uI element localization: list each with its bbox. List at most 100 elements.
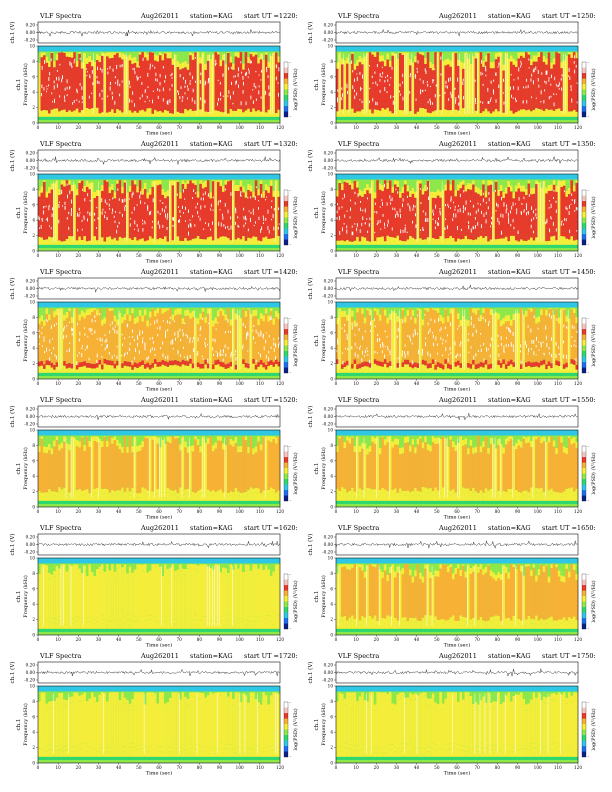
spectrum-cell [575, 111, 579, 117]
spectrum-cell [446, 238, 450, 245]
spectrum-cell [259, 236, 263, 242]
spectrum-cell [401, 186, 405, 193]
spectrum-hotspot [470, 228, 472, 233]
spectrum-cell [264, 184, 268, 191]
spectrum-cell [229, 179, 233, 181]
spectrum-cell [444, 179, 448, 185]
spectrum-cell [40, 232, 44, 238]
spectrum-cell [487, 116, 490, 120]
spectrum-cell [272, 51, 276, 53]
spectrum-hotspot [467, 212, 469, 216]
spectrum-cell [472, 119, 475, 123]
spectrum-cell [542, 174, 546, 180]
spectrum-cell [75, 108, 79, 117]
spectrum-cell [557, 116, 561, 120]
spectrum-cell [60, 116, 64, 120]
spectrum-hotspot [460, 228, 462, 232]
spectrum-cell [45, 110, 49, 117]
spectrum-cell [489, 61, 493, 69]
spectrum-cell [118, 236, 122, 245]
spectrum-cell [126, 314, 129, 362]
spectrum-cell [63, 372, 66, 376]
spectrum-cell [63, 46, 66, 52]
spectrum-cell [472, 110, 475, 117]
spectrum-cell [171, 302, 175, 308]
spectrum-cell [451, 174, 455, 180]
spectrum-hotspot [156, 327, 158, 329]
spectrum-cell [254, 232, 258, 237]
spectrum-cell [514, 51, 518, 61]
spectrogram-panel: VLF Spectra Aug262011 station=KAG start UT … [8, 266, 302, 393]
spectrum-cell [373, 56, 377, 105]
spectrum-hotspot [142, 228, 144, 232]
spectrum-cell [90, 368, 94, 373]
spectrum-cell [469, 239, 473, 245]
spectrum-cell [434, 198, 437, 235]
spectrum-cell [191, 174, 195, 180]
spectrum-hotspot [117, 79, 119, 83]
spectrum-cell [348, 184, 352, 237]
spectrum-cell [191, 59, 195, 107]
colorbar-swatch [284, 89, 288, 96]
spectrum-cell [343, 51, 347, 61]
spectrum-hotspot [336, 217, 338, 220]
spectrum-cell [353, 236, 357, 241]
spectrum-cell [214, 51, 218, 106]
spectrum-cell [547, 247, 551, 251]
spectrum-hotspot [231, 81, 232, 85]
spectrum-cell [239, 116, 243, 120]
spectrum-cell [55, 375, 59, 379]
spectrum-cell [73, 184, 76, 191]
spectrum-hotspot [167, 101, 169, 105]
spectrum-hotspot [273, 226, 275, 231]
spectrogram-svg: VLF Spectra Aug262011 station=KAG start UT … [307, 12, 600, 137]
spectrum-cell [353, 180, 357, 237]
spectrum-cell [214, 234, 218, 240]
spectrum-cell [166, 174, 170, 180]
spectrum-cell [171, 365, 175, 373]
colorbar-swatch [284, 239, 288, 246]
x-tick-label: 20 [374, 125, 380, 130]
spectrum-cell [159, 110, 162, 117]
spectrum-cell [232, 239, 235, 245]
spectrum-cell [341, 116, 344, 120]
spectrum-cell [143, 244, 147, 248]
spectrum-cell [60, 119, 64, 123]
spectrum-cell [211, 51, 215, 55]
spectrum-hotspot [350, 199, 352, 202]
spectrum-cell [136, 247, 139, 251]
spectrum-hotspot [544, 80, 546, 83]
spectrum-hotspot [465, 200, 467, 205]
spectrum-cell [346, 63, 349, 106]
spectrum-cell [43, 372, 46, 376]
spectrum-cell [388, 180, 392, 233]
spectrum-hotspot [70, 212, 72, 216]
spectrum-hotspot [205, 80, 207, 84]
spectrum-cell [164, 308, 167, 312]
spectrum-cell [381, 247, 385, 251]
spectrum-cell [522, 46, 526, 52]
spectrum-hotspot [346, 229, 348, 234]
spectrum-cell [224, 51, 228, 65]
spectrum-cell [254, 179, 258, 181]
spectrum-cell [429, 51, 432, 62]
spectrum-hotspot [66, 217, 68, 220]
spectrum-cell [65, 375, 69, 379]
spectrum-hotspot [473, 227, 475, 229]
spectrum-cell [472, 46, 475, 52]
y-tick-label: 10 [328, 44, 334, 49]
spectrum-cell [146, 51, 150, 55]
spectrum-cell [63, 302, 66, 308]
spectrum-cell [113, 198, 117, 234]
spectrum-cell [133, 362, 137, 368]
spectrum-cell [467, 179, 470, 183]
spectrum-cell [504, 116, 508, 120]
spectrum-hotspot [134, 228, 136, 231]
spectrum-cell [416, 233, 420, 238]
spectrum-hotspot [208, 223, 210, 227]
spectrum-hotspot [511, 206, 513, 210]
x-tick-label: 100 [534, 125, 542, 130]
spectrum-cell [419, 244, 422, 248]
spectrum-cell [136, 235, 139, 241]
spectrum-cell [376, 237, 379, 245]
